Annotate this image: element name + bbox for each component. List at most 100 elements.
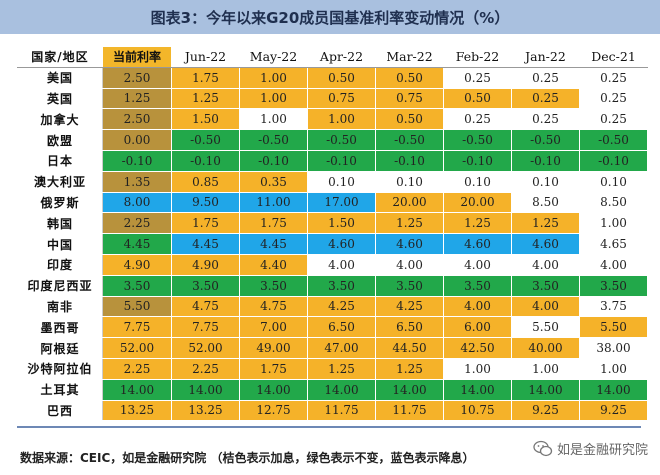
rate-cell: -0.50 [239,129,308,151]
watermark: 如是金融研究院 [533,439,648,458]
column-header-month: Feb-22 [443,46,512,68]
rate-cell: -0.10 [375,149,444,172]
rate-cell: 5.50 [511,316,580,339]
rate-cell: 4.00 [375,253,444,276]
rate-cell: 0.25 [579,108,648,131]
current-rate-cell: 13.25 [102,399,172,422]
rate-cell: 4.60 [307,233,376,255]
rate-cell: 11.75 [307,399,376,422]
rate-cell: 1.25 [171,87,240,110]
rate-cell: 1.50 [307,212,376,235]
rate-cell: 49.00 [239,337,308,359]
current-rate-cell: 3.50 [102,274,172,297]
country-cell: 加拿大 [17,108,103,131]
rate-cell: 1.75 [239,357,308,380]
rate-cell: -0.10 [171,149,240,172]
rate-cell: 3.50 [375,274,444,297]
table-row: 澳大利亚 1.35 0.85 0.35 0.10 0.10 0.10 0.10 0.10 [17,170,648,193]
rates-table: 国家/地区 当前利率 Jun-22 May-22 Apr-22 Mar-22 Feb-22 J… [17,46,648,422]
column-header-current-rate: 当前利率 [102,46,172,68]
source-note: 数据来源：CEIC，如是金融研究院 （桔色表示加息，绿色表示不变，蓝色表示降息） [20,451,475,465]
rate-cell: 4.60 [375,233,444,255]
table-row: 英国 1.25 1.25 1.00 0.75 0.75 0.50 0.25 0.25 [17,87,648,110]
rate-cell: 1.25 [511,212,580,235]
rate-cell: 7.00 [239,316,308,339]
rate-cell: 14.00 [239,378,308,401]
rate-cell: 12.75 [239,399,308,422]
current-rate-cell: 4.45 [102,233,172,255]
rate-cell: 1.75 [239,212,308,235]
rate-cell: 0.10 [511,170,580,193]
current-rate-cell: 14.00 [102,378,172,401]
rate-cell: 14.00 [375,378,444,401]
country-cell: 美国 [17,66,103,89]
rate-cell: 3.50 [171,274,240,297]
rate-cell: 1.25 [375,212,444,235]
rate-cell: 4.60 [443,233,512,255]
rate-cell: -0.50 [511,129,580,151]
rate-cell: -0.10 [239,149,308,172]
rate-cell: 1.75 [171,212,240,235]
rate-cell: 14.00 [307,378,376,401]
rate-cell: 8.50 [511,191,580,214]
watermark-text: 如是金融研究院 [556,443,648,458]
current-rate-cell: 52.00 [102,337,172,359]
country-cell: 沙特阿拉伯 [17,357,103,380]
country-cell: 欧盟 [17,129,103,151]
rate-cell: 0.10 [443,170,512,193]
rate-cell: 40.00 [511,337,580,359]
country-cell: 俄罗斯 [17,191,103,214]
rate-cell: -0.10 [579,149,648,172]
table-row: 欧盟 0.00 -0.50 -0.50 -0.50 -0.50 -0.50 -0.50 -0.5… [17,129,648,151]
rate-cell: 14.00 [579,378,648,401]
country-cell: 中国 [17,233,103,255]
rate-cell: -0.50 [443,129,512,151]
rate-cell: 11.75 [375,399,444,422]
rate-cell: -0.10 [511,149,580,172]
rate-cell: 0.50 [307,66,376,89]
wechat-icon [533,440,553,458]
rate-cell: 1.25 [443,212,512,235]
rate-cell: 0.10 [307,170,376,193]
rate-cell: 1.00 [579,357,648,380]
country-cell: 阿根廷 [17,337,103,359]
rate-cell: 1.75 [171,66,240,89]
rate-cell: 14.00 [171,378,240,401]
rate-cell: 0.25 [511,87,580,110]
current-rate-cell: 2.50 [102,108,172,131]
country-cell: 南非 [17,295,103,318]
rate-cell: 0.50 [375,108,444,131]
rate-cell: -0.50 [375,129,444,151]
bottom-rule [17,426,641,428]
current-rate-cell: 2.50 [102,66,172,89]
rate-cell: 14.00 [511,378,580,401]
rate-cell: 3.50 [239,274,308,297]
rate-cell: 4.90 [171,253,240,276]
table-row: 阿根廷 52.00 52.00 49.00 47.00 44.50 42.50 40.00 38… [17,337,648,359]
current-rate-cell: 0.00 [102,129,172,151]
rate-cell: 4.45 [171,233,240,255]
rate-cell: 3.50 [511,274,580,297]
country-cell: 印度尼西亚 [17,274,103,297]
rate-cell: 9.50 [171,191,240,214]
column-header-month: Mar-22 [375,46,444,68]
rate-cell: 4.45 [239,233,308,255]
rate-cell: 38.00 [579,337,648,359]
rate-cell: 4.00 [511,253,580,276]
rate-cell: 9.25 [511,399,580,422]
rate-cell: 4.00 [307,253,376,276]
table-row: 印度 4.90 4.90 4.40 4.00 4.00 4.00 4.00 4.00 [17,253,648,276]
rate-cell: 1.50 [171,108,240,131]
rate-cell: 14.00 [443,378,512,401]
rate-cell: 1.25 [307,357,376,380]
rate-cell: 10.75 [443,399,512,422]
rate-cell: 6.50 [375,316,444,339]
rate-cell: 0.25 [443,66,512,89]
rate-cell: 0.75 [375,87,444,110]
rate-cell: 4.75 [239,295,308,318]
current-rate-cell: 2.25 [102,212,172,235]
rate-cell: 3.50 [579,274,648,297]
current-rate-cell: 4.90 [102,253,172,276]
table-row: 俄罗斯 8.00 9.50 11.00 17.00 20.00 20.00 8.50 8.50 [17,191,648,214]
current-rate-cell: 1.25 [102,87,172,110]
